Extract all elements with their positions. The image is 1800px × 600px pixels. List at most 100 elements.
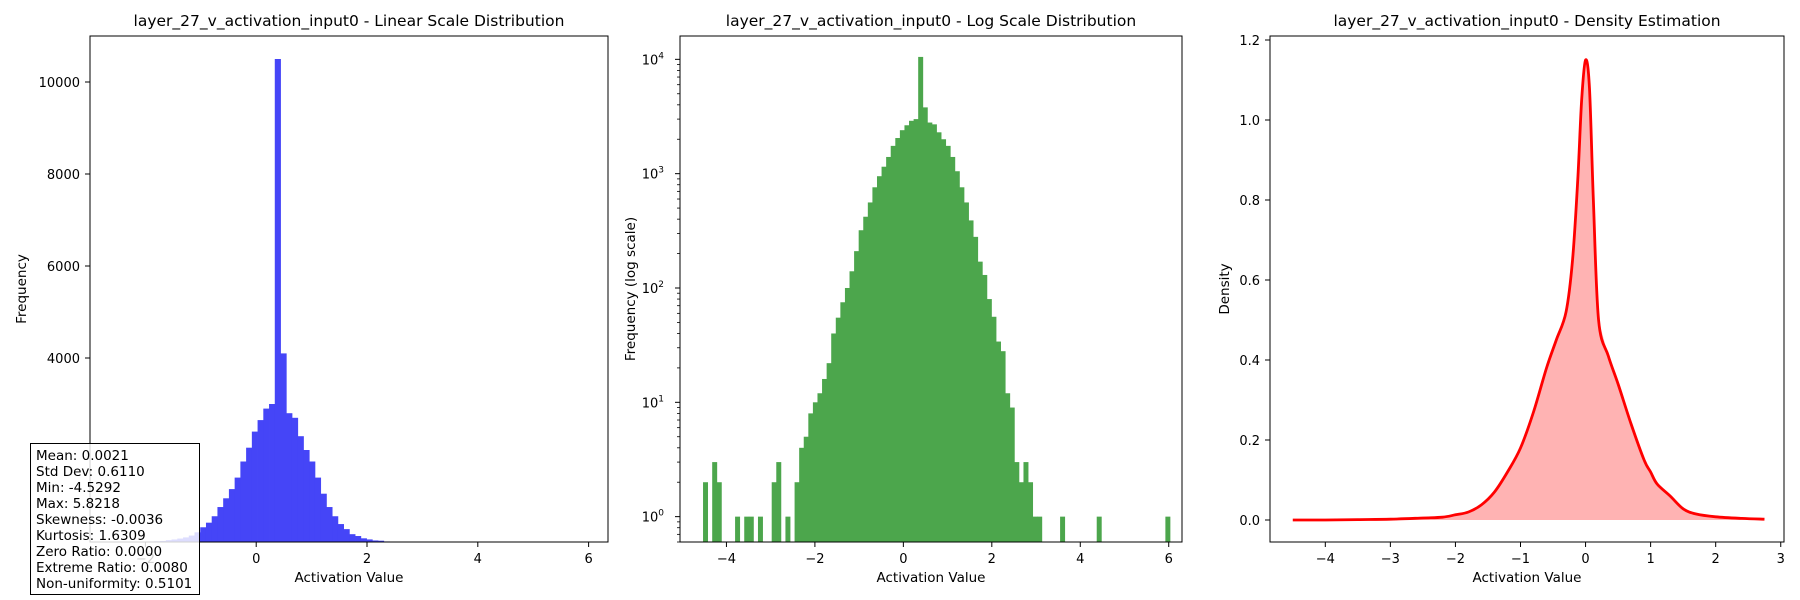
x-tick-label: 6 (1165, 552, 1173, 567)
y-tick-label: 101 (642, 394, 664, 411)
histogram-bar (377, 540, 385, 542)
histogram-bar (835, 317, 841, 542)
histogram-bar (349, 534, 356, 542)
chart-title: layer_27_v_activation_input0 - Linear Sc… (134, 12, 565, 31)
histogram-bar (899, 130, 905, 542)
histogram-bar (826, 363, 832, 542)
y-tick-label: 0.4 (1239, 354, 1260, 369)
histogram-bar (240, 461, 247, 542)
y-tick-label: 1.2 (1239, 34, 1260, 49)
stat-zero-ratio: Zero Ratio: 0.0000 (36, 544, 163, 560)
histogram-bar (1005, 393, 1011, 542)
histogram-bar (858, 230, 864, 543)
histogram-bar (274, 59, 281, 542)
histogram-bar (355, 536, 362, 542)
histogram-bar (991, 316, 997, 542)
histogram-bar (831, 333, 837, 542)
stat-non-uniformity: Non-uniformity: 0.5101 (36, 576, 193, 592)
histogram-bar (314, 477, 322, 542)
histogram-bar (895, 138, 901, 542)
histogram-bar (735, 516, 741, 542)
histogram-bar (941, 139, 947, 543)
histogram-bar (812, 402, 818, 542)
histogram-bar (863, 216, 869, 542)
histogram-bar (954, 171, 960, 543)
histogram-bar (217, 507, 224, 542)
histogram-bar (1009, 407, 1015, 542)
histogram-bar (822, 378, 828, 542)
axes-frame (679, 35, 1183, 543)
axes-frame (89, 35, 609, 543)
x-tick-label: 6 (584, 552, 592, 567)
histogram-bars (703, 56, 1171, 543)
histogram-bar (849, 271, 855, 542)
histogram-bar (211, 516, 218, 542)
stat-mean: Mean: 0.0021 (36, 448, 129, 464)
chart-panel-1: −2024640006000800010000layer_27_v_activa… (14, 12, 609, 586)
histogram-bar (959, 187, 965, 542)
histogram-bar (982, 274, 988, 542)
histogram-bar (1060, 516, 1066, 542)
histogram-bar (977, 261, 983, 542)
histogram-bar (867, 202, 873, 543)
x-tick-label: 3 (1777, 552, 1785, 567)
stat-min: Min: -4.5292 (36, 480, 121, 496)
y-tick-label: 0.0 (1239, 514, 1260, 529)
x-tick-label: 2 (363, 552, 371, 567)
chart-title: layer_27_v_activation_input0 - Log Scale… (726, 12, 1136, 31)
y-axis-label: Density (1217, 263, 1233, 314)
stat-skewness: Skewness: -0.0036 (36, 512, 164, 528)
histogram-bars (119, 59, 419, 542)
histogram-bar (973, 236, 979, 543)
x-tick-label: 0 (252, 552, 260, 567)
histogram-bar (936, 132, 942, 542)
y-tick-label: 10000 (39, 76, 80, 91)
histogram-bar (1000, 351, 1006, 542)
histogram-bar (251, 431, 258, 542)
x-tick-label: 4 (474, 552, 482, 567)
y-axis-label: Frequency (14, 254, 30, 324)
x-tick-label: 0 (899, 552, 907, 567)
histogram-bar (286, 413, 293, 542)
density-fill (1292, 60, 1765, 520)
y-tick-label: 104 (642, 51, 665, 68)
histogram-bar (931, 124, 937, 542)
histogram-bar (968, 220, 974, 542)
histogram-bar (205, 522, 213, 542)
histogram-bar (748, 516, 754, 542)
histogram-bar (1028, 482, 1034, 542)
histogram-bar (257, 420, 264, 542)
y-tick-label: 0.6 (1239, 274, 1260, 289)
histogram-bar (228, 489, 236, 542)
x-tick-label: −2 (805, 552, 824, 567)
histogram-bar (918, 56, 924, 542)
x-axis-label: Activation Value (295, 570, 404, 586)
histogram-bar (1037, 516, 1043, 542)
y-tick-label: 100 (642, 509, 665, 526)
histogram-bar (950, 156, 956, 542)
histogram-bar (326, 507, 333, 542)
histogram-bar (927, 122, 933, 543)
histogram-bar (890, 145, 896, 543)
histogram-bar (854, 251, 860, 542)
histogram-bar (332, 516, 339, 542)
stat-std-dev: Std Dev: 0.6110 (36, 464, 145, 480)
stat-kurtosis: Kurtosis: 1.6309 (36, 528, 146, 544)
histogram-bar (297, 436, 304, 542)
histogram-bar (909, 120, 915, 543)
histogram-bar (744, 516, 750, 542)
histogram-bar (263, 408, 270, 542)
chart-panel-2: −4 −2 0 2 4 6 100 101 102 103 104 layer_27_v_activa… (623, 12, 1183, 586)
histogram-bar (922, 107, 928, 543)
y-tick-label: 8000 (47, 168, 80, 183)
x-tick-label: −4 (1316, 552, 1335, 567)
histogram-bar (963, 202, 969, 543)
histogram-bar (986, 299, 992, 542)
histogram-bar (337, 524, 344, 542)
histogram-bar (360, 538, 367, 542)
x-axis-label: Activation Value (877, 570, 986, 586)
statistics-box: Mean: 0.0021 Std Dev: 0.6110 Min: -4.529… (30, 443, 200, 595)
histogram-bar (785, 516, 791, 542)
stat-max: Max: 5.8218 (36, 496, 120, 512)
